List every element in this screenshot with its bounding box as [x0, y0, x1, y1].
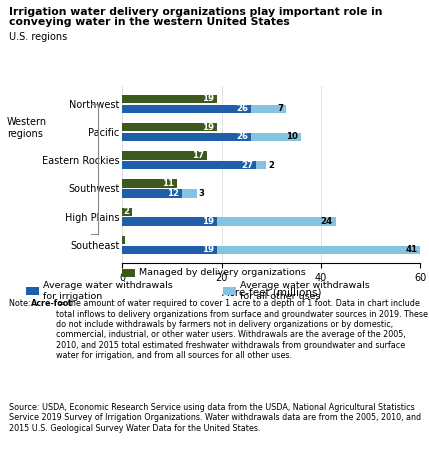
Text: 19: 19	[202, 94, 214, 104]
Bar	[251, 104, 286, 113]
Text: 12: 12	[167, 189, 179, 198]
Text: 19: 19	[202, 217, 214, 226]
Bar	[257, 161, 266, 169]
Bar	[251, 133, 301, 141]
Text: Average water withdrawals
for irrigation: Average water withdrawals for irrigation	[43, 281, 172, 301]
Text: 7: 7	[277, 104, 283, 113]
Text: 41: 41	[405, 245, 417, 254]
Bar	[182, 189, 197, 198]
Text: = the amount of water required to cover 1 acre to a depth of 1 foot. Data in cha: = the amount of water required to cover …	[56, 299, 428, 360]
Text: Note:: Note:	[9, 299, 33, 308]
Bar	[122, 180, 177, 188]
Bar	[122, 189, 182, 198]
Text: 10: 10	[286, 132, 298, 141]
Bar	[122, 161, 257, 169]
Bar	[122, 236, 125, 244]
Bar	[122, 123, 217, 131]
Text: Average water withdrawals
for all other uses: Average water withdrawals for all other …	[240, 281, 370, 301]
Bar	[122, 207, 132, 216]
Text: 2: 2	[269, 161, 275, 170]
Bar	[122, 246, 217, 254]
Text: 26: 26	[236, 104, 248, 113]
Text: Acre-foot: Acre-foot	[31, 299, 73, 308]
Text: 11: 11	[162, 179, 174, 188]
Bar	[122, 94, 217, 103]
Text: Irrigation water delivery organizations play important role in: Irrigation water delivery organizations …	[9, 7, 382, 17]
X-axis label: Acre-feet (millions): Acre-feet (millions)	[222, 287, 321, 297]
Text: Source: USDA, Economic Research Service using data from the USDA, National Agric: Source: USDA, Economic Research Service …	[9, 403, 421, 432]
Bar	[217, 217, 336, 226]
Text: 27: 27	[242, 161, 254, 170]
Bar	[122, 217, 217, 226]
Text: Western
regions: Western regions	[7, 117, 47, 139]
Bar	[217, 246, 420, 254]
Text: Managed by delivery organizations: Managed by delivery organizations	[139, 268, 306, 277]
Text: conveying water in the western United States: conveying water in the western United St…	[9, 17, 289, 27]
Bar	[122, 133, 251, 141]
Text: U.S. regions: U.S. regions	[9, 32, 67, 41]
Text: 3: 3	[199, 189, 205, 198]
Text: 17: 17	[192, 151, 204, 160]
Text: 24: 24	[321, 217, 333, 226]
Text: 2: 2	[123, 207, 129, 216]
Bar	[122, 151, 207, 160]
Bar	[122, 104, 251, 113]
Text: 26: 26	[236, 132, 248, 141]
Text: <1: <1	[126, 235, 139, 244]
Text: 19: 19	[202, 245, 214, 254]
Text: 19: 19	[202, 123, 214, 132]
